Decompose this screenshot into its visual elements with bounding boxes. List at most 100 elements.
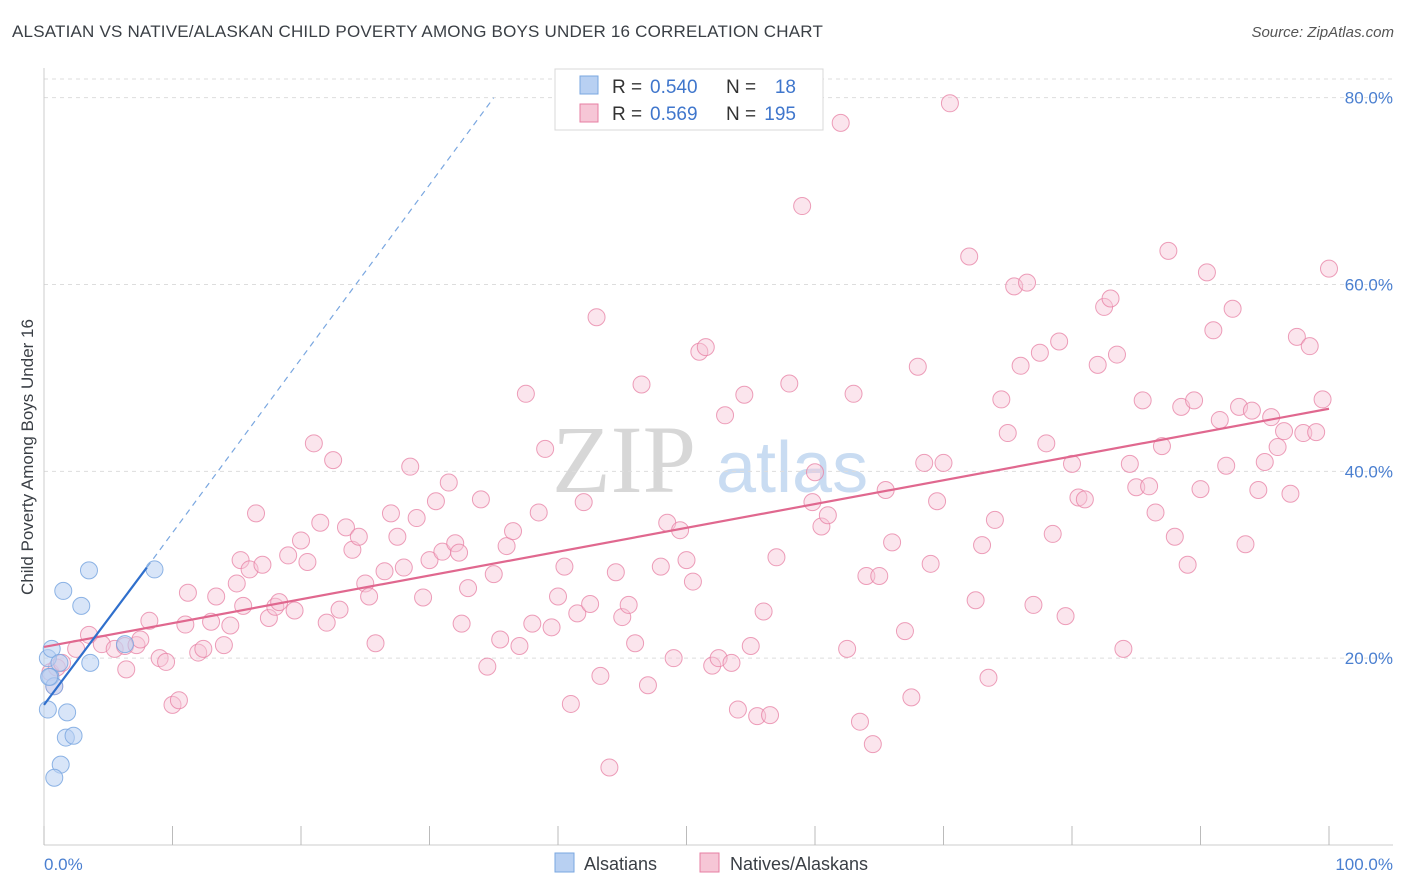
native-point-162	[1152, 437, 1171, 456]
native-point-116	[831, 113, 850, 132]
native-point-79	[568, 604, 587, 623]
native-point-145	[1037, 434, 1056, 453]
native-point-182	[1281, 484, 1300, 503]
native-point-51	[388, 527, 407, 546]
native-point-11	[131, 630, 150, 649]
native-point-167	[1185, 391, 1204, 410]
native-point-25	[227, 574, 246, 593]
native-point-105	[741, 637, 760, 656]
y-tick-label-3: 80.0%	[1345, 89, 1393, 108]
native-point-50	[381, 504, 400, 523]
alsatian-point-10	[81, 653, 100, 672]
native-point-102	[722, 653, 741, 672]
native-point-90	[638, 676, 657, 695]
native-point-130	[928, 492, 947, 511]
native-point-143	[1024, 595, 1043, 614]
y-axis-label: Child Poverty Among Boys Under 16	[18, 319, 37, 595]
native-point-144	[1030, 343, 1049, 362]
native-point-177	[1249, 481, 1268, 500]
native-point-103	[728, 700, 747, 719]
native-point-64	[471, 490, 490, 509]
native-point-157	[1120, 454, 1139, 473]
native-point-85	[606, 563, 625, 582]
y-tick-label-1: 40.0%	[1345, 462, 1393, 481]
bottom-legend: Alsatians Natives/Alaskans	[554, 852, 868, 874]
native-point-181	[1275, 422, 1294, 441]
legend-box: R = 0.540 N = 18 R = 0.569 N = 195	[554, 68, 824, 131]
native-point-65	[478, 657, 497, 676]
native-point-159	[1133, 391, 1152, 410]
native-point-73	[529, 503, 548, 522]
native-point-31	[259, 609, 278, 628]
native-point-125	[895, 622, 914, 641]
native-point-134	[966, 591, 985, 610]
native-point-119	[850, 712, 869, 731]
native-point-18	[178, 583, 197, 602]
native-point-81	[581, 594, 600, 613]
alsatian-point-9	[115, 635, 134, 654]
native-point-77	[555, 557, 574, 576]
native-point-63	[459, 579, 478, 598]
native-point-88	[626, 634, 645, 653]
native-point-184	[1294, 424, 1313, 443]
bottom-legend-alsatians: Alsatians	[584, 854, 657, 874]
native-point-59	[439, 473, 458, 492]
native-point-180	[1268, 438, 1287, 457]
native-point-122	[870, 566, 889, 585]
native-point-128	[915, 453, 934, 472]
native-point-187	[1313, 390, 1332, 409]
native-point-112	[803, 493, 822, 512]
native-point-52	[394, 558, 413, 577]
native-point-75	[542, 618, 561, 637]
axes	[43, 68, 1393, 846]
native-point-97	[690, 342, 709, 361]
native-point-183	[1287, 327, 1306, 346]
native-point-186	[1307, 423, 1326, 442]
legend-r-label-2: R =	[612, 104, 642, 125]
native-point-22	[207, 587, 226, 606]
native-point-23	[214, 636, 233, 655]
native-point-151	[1075, 490, 1094, 509]
native-point-109	[767, 548, 786, 567]
alsatian-point-16	[45, 768, 64, 787]
native-point-108	[761, 706, 780, 725]
native-point-146	[1043, 524, 1062, 543]
native-point-172	[1217, 456, 1236, 475]
y-tick-label-2: 60.0%	[1345, 276, 1393, 295]
native-point-158	[1127, 478, 1146, 497]
native-point-80	[574, 493, 593, 512]
native-point-107	[754, 602, 773, 621]
native-point-142	[1018, 273, 1037, 292]
native-point-124	[883, 533, 902, 552]
native-point-16	[169, 691, 188, 710]
native-point-91	[651, 557, 670, 576]
native-point-141	[1011, 356, 1030, 375]
native-point-93	[664, 649, 683, 668]
native-point-150	[1069, 488, 1088, 507]
native-point-54	[407, 509, 426, 528]
native-point-106	[748, 707, 767, 726]
native-point-66	[484, 565, 503, 584]
native-point-160	[1140, 477, 1159, 496]
bottom-legend-swatch-alsatians	[554, 852, 575, 873]
native-point-40	[317, 613, 336, 632]
native-point-89	[632, 375, 651, 394]
x-tick-label-min: 0.0%	[44, 855, 83, 874]
native-point-121	[863, 735, 882, 754]
native-point-170	[1204, 321, 1223, 340]
native-point-71	[516, 384, 535, 403]
legend-n-label-1: N =	[726, 77, 756, 98]
native-point-37	[298, 552, 317, 571]
legend-swatch-natives	[579, 103, 599, 123]
native-point-168	[1191, 480, 1210, 499]
native-point-131	[934, 453, 953, 472]
native-point-55	[414, 588, 433, 607]
native-point-133	[960, 247, 979, 266]
native-point-53	[401, 457, 420, 476]
native-point-68	[497, 537, 516, 556]
alsatian-point-12	[58, 703, 77, 722]
native-point-45	[349, 527, 368, 546]
native-point-48	[366, 634, 385, 653]
native-point-114	[812, 517, 831, 536]
native-point-188	[1320, 259, 1338, 278]
